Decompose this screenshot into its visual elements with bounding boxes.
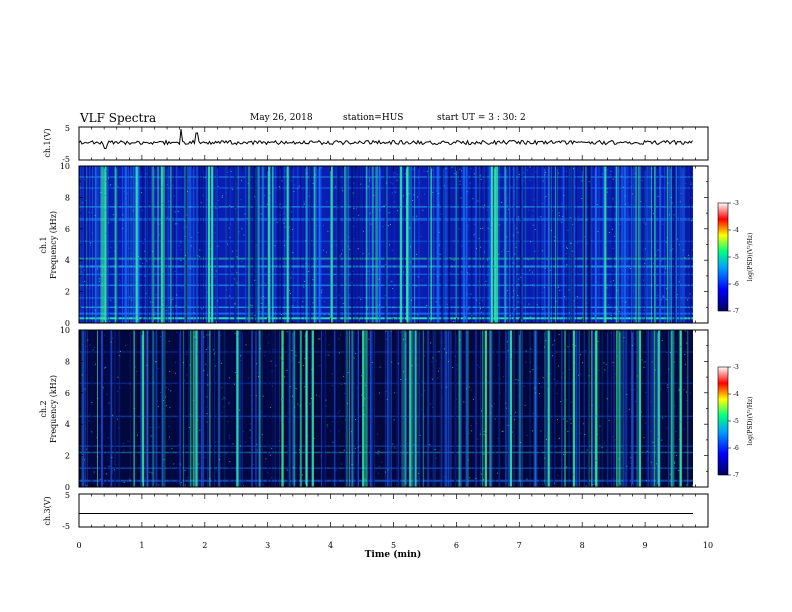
- ch2-colorbar-label: log(PSD)(V²/Hz): [747, 397, 754, 446]
- ytick-label: 2: [65, 452, 70, 461]
- xtick-label: 10: [703, 541, 713, 550]
- colorbar-tick-label: -7: [733, 472, 739, 479]
- ytick-label: 8: [65, 193, 70, 202]
- ch1-spectrogram-ylabel-line1: ch.1: [39, 236, 48, 253]
- ch1-spectrogram: [79, 166, 708, 324]
- colorbar-tick-label: -6: [733, 281, 739, 288]
- colorbar-tick-label: -6: [733, 445, 739, 452]
- ch1-colorbar-label: log(PSD)(V²/Hz): [747, 233, 754, 282]
- ytick-label: 10: [60, 326, 70, 335]
- ch3-ytick-bottom: -5: [62, 522, 70, 531]
- ytick-label: 0: [65, 319, 70, 328]
- xtick-label: 1: [139, 541, 144, 550]
- ch2-colorbar: [717, 366, 729, 476]
- ytick-label: 4: [65, 256, 70, 265]
- ch2-spectrogram-ylabel-line1: ch.2: [39, 400, 48, 417]
- date-label: May 26, 2018: [250, 113, 313, 123]
- axis-ticks: [78, 127, 709, 527]
- ytick-label: 2: [65, 288, 70, 297]
- ch2-spectrogram-ylabel-line2: Frequency (kHz): [49, 375, 58, 443]
- xtick-label: 8: [580, 541, 585, 550]
- ytick-label: 4: [65, 420, 70, 429]
- ytick-label: 0: [65, 483, 70, 492]
- xtick-label: 2: [202, 541, 207, 550]
- xtick-label: 9: [643, 541, 648, 550]
- xtick-label: 0: [76, 541, 81, 550]
- start-time-label: start UT = 3 : 30: 2: [437, 113, 526, 123]
- station-label: station=HUS: [343, 113, 404, 123]
- colorbar-tick-label: -5: [733, 254, 739, 261]
- colorbar-tick-label: -5: [733, 418, 739, 425]
- ch3-ytick-top: 5: [65, 491, 70, 500]
- ch1-ytick-top: 5: [65, 124, 70, 133]
- colorbar-tick-label: -4: [733, 391, 739, 398]
- ch1-spectrogram-ylabel-line2: Frequency (kHz): [49, 211, 58, 279]
- ytick-label: 8: [65, 357, 70, 366]
- ch1-ytick-bottom: -5: [62, 155, 70, 164]
- ytick-label: 10: [60, 162, 70, 171]
- ytick-label: 6: [65, 225, 70, 234]
- ch3-ylabel: ch.3(V): [43, 496, 52, 525]
- ch1-spectrogram-yticks: 0 2 4 6 8 10: [60, 162, 70, 328]
- ch1-waveform-trace: [78, 128, 693, 149]
- xtick-label: 6: [454, 541, 459, 550]
- colorbar-tick-label: -7: [733, 308, 739, 315]
- ch1-colorbar-ticks: -3 -4 -5 -6 -7: [728, 200, 739, 315]
- xtick-label: 3: [265, 541, 270, 550]
- figure-title: VLF Spectra: [80, 111, 157, 125]
- ch1-ylabel: ch.1(V): [43, 128, 52, 157]
- ytick-label: 6: [65, 389, 70, 398]
- ch2-colorbar-ticks: -3 -4 -5 -6 -7: [728, 364, 739, 479]
- ch2-spectrogram-yticks: 0 2 4 6 8 10: [60, 326, 70, 492]
- colorbar-tick-label: -3: [733, 200, 739, 207]
- ch2-spectrogram: [79, 330, 708, 488]
- x-tick-labels: 0 1 2 3 4 5 6 7 8 9 10: [76, 541, 713, 550]
- colorbar-tick-label: -3: [733, 364, 739, 371]
- xtick-label: 4: [328, 541, 333, 550]
- colorbar-tick-label: -4: [733, 227, 739, 234]
- xtick-label: 7: [517, 541, 522, 550]
- x-axis-label: Time (min): [365, 549, 422, 560]
- xtick-label: 5: [391, 541, 396, 550]
- ch1-colorbar: [717, 202, 729, 312]
